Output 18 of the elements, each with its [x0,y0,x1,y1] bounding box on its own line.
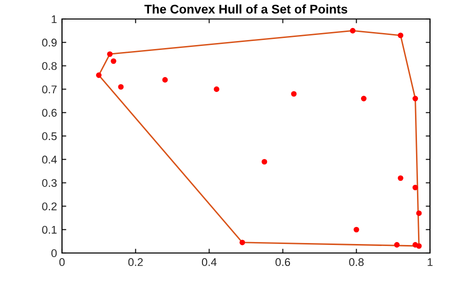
y-tick-label: 0.6 [42,108,57,117]
y-tick-label: 0.7 [42,85,57,94]
y-tick-label: 0.2 [42,202,57,210]
y-tick-label: 0 [51,249,57,258]
chart-title: The Convex Hull of a Set of Points [144,4,348,14]
y-tick-label: 1 [52,15,57,24]
y-tick-label: 0.3 [42,179,57,187]
y-tick-label: 0.9 [42,38,57,47]
y-tick-label: 0.4 [42,156,57,164]
y-tick-label: 0.5 [42,132,57,140]
x-tick-label: 1 [428,258,433,266]
x-tick-label: 0.4 [202,258,217,266]
y-tick-label: 0.8 [42,62,57,70]
x-tick-label: 0 [59,258,65,266]
y-tick-label: 0.1 [42,226,57,234]
x-tick-label: 0.6 [276,258,290,266]
x-tick-label: 0.2 [128,258,143,266]
x-tick-label: 0.8 [349,258,364,266]
